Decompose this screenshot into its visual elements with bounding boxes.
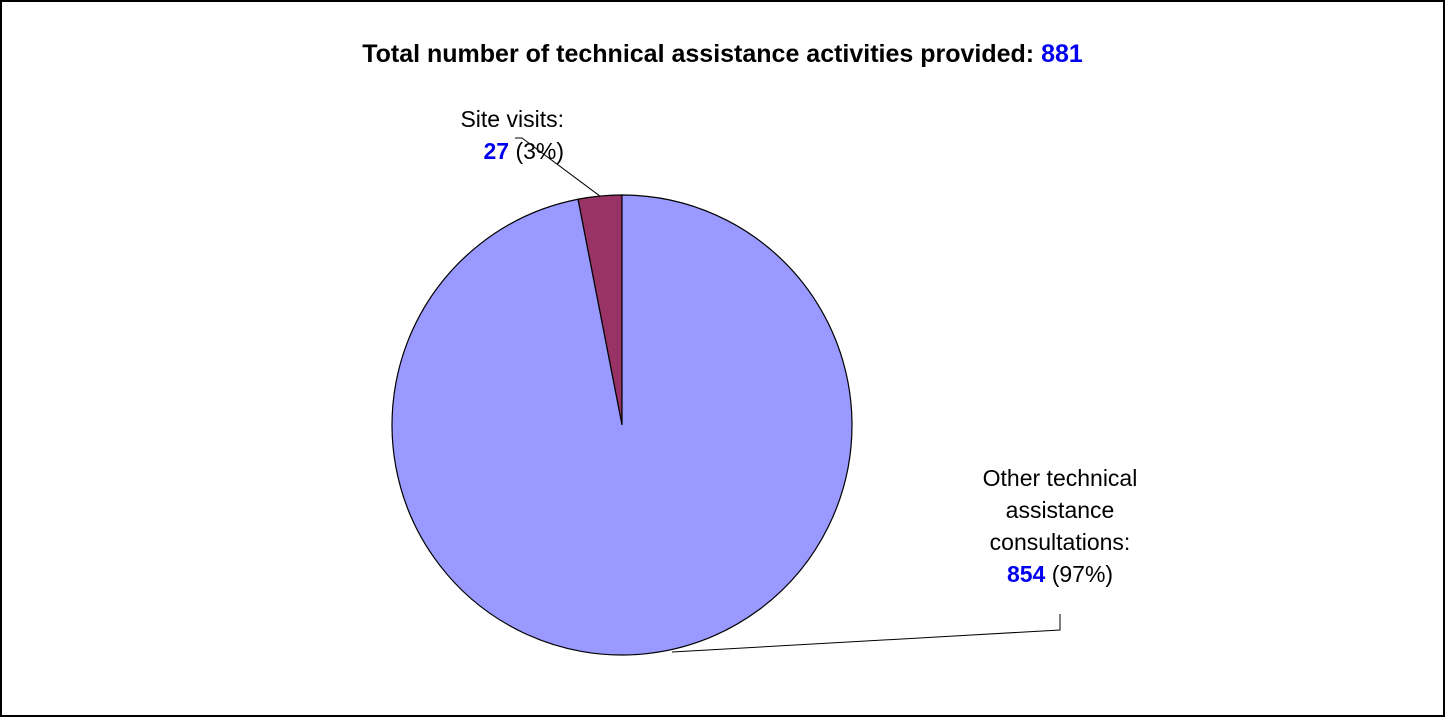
- leader-line-site-visits: [515, 137, 601, 197]
- slice-label-other-line-2: assistance: [1005, 497, 1115, 523]
- slice-percent-site-visits: (3%): [515, 138, 564, 164]
- slice-label-other-line-3: consultations:: [989, 529, 1131, 555]
- pie-slices: [391, 194, 853, 656]
- slice-label-other-line-1: Other technical: [982, 465, 1138, 491]
- chart-title-total: 881: [1041, 40, 1083, 68]
- slice-label-site-visits: Site visits: 27 (3%): [354, 103, 564, 167]
- pie-slice-other-consultations: [391, 194, 853, 656]
- chart-title: Total number of technical assistance act…: [2, 40, 1443, 69]
- slice-label-site-visits-title: Site visits:: [460, 106, 564, 132]
- leader-line-other-consultations: [671, 614, 1061, 653]
- leader-lines: [515, 137, 1061, 653]
- slice-label-other-consultations: Other technical assistance consultations…: [910, 462, 1210, 590]
- slice-value-other: 854: [1006, 561, 1046, 587]
- slice-percent-other: (97%): [1051, 561, 1114, 587]
- chart-title-text: Total number of technical assistance act…: [362, 40, 1035, 68]
- slice-value-site-visits: 27: [483, 138, 510, 164]
